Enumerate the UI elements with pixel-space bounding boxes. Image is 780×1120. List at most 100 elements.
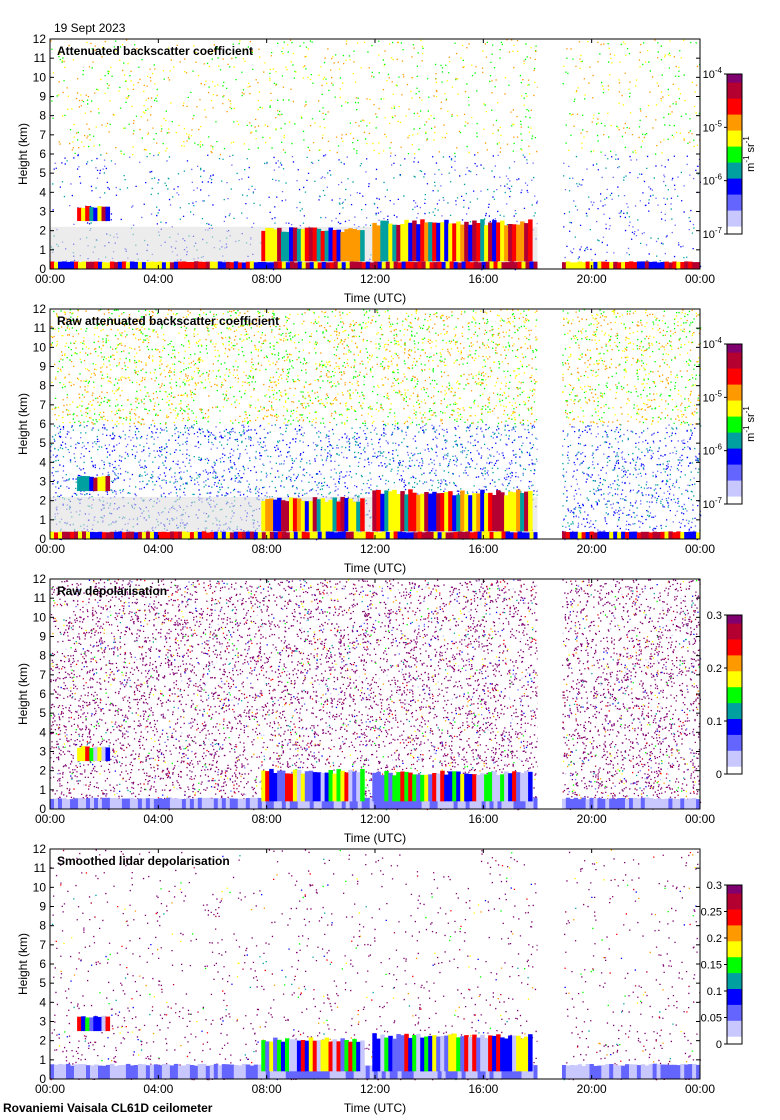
feature-surface-layer [357,1064,363,1079]
feature-surface-layer [601,1065,606,1079]
colorbar-step [727,496,742,500]
feature-surface-layer [361,1065,367,1079]
feature-cloud-2 [312,497,318,532]
feature-cloud-3 [484,225,489,262]
feature-cloud-2 [328,499,333,532]
colorbar-tick-label: 0.25 [701,907,722,919]
y-tick-label: 10 [33,70,47,84]
colorbar-step [727,893,742,897]
feature-surface-layer [261,1065,267,1079]
feature-cloud-3 [472,220,477,262]
feature-surface-layer [425,531,431,539]
feature-surface-layer [561,531,567,539]
feature-surface-layer [281,531,287,539]
feature-cloud-3 [520,221,525,262]
colorbar-step [727,373,742,377]
y-tick-label: 4 [39,995,46,1009]
feature-surface-layer [301,1064,307,1079]
colorbar-step [727,715,742,719]
colorbar-step [727,691,742,696]
x-tick-label: 00:00 [35,812,65,826]
x-tick-label: 20:00 [577,272,607,286]
colorbar-step [727,111,742,115]
feature-surface-layer [652,1063,657,1079]
colorbar-step [727,416,742,420]
feature-surface-layer [625,261,630,269]
feature-surface-layer [165,1064,171,1079]
feature-surface-layer [597,1065,602,1079]
feature-surface-layer [621,262,626,269]
feature-cloud-1 [85,206,90,222]
colorbar-step [727,919,742,923]
feature-surface-layer [213,261,219,269]
feature-cloud-2 [300,1040,306,1072]
feature-surface-layer [465,1065,471,1079]
feature-cloud-2 [344,229,349,262]
colorbar-step [727,79,742,83]
feature-surface-layer [277,797,283,809]
feature-surface-layer [341,531,347,539]
x-tick-label: 08:00 [252,272,282,286]
feature-surface-layer [78,262,83,269]
colorbar-step [727,178,742,182]
feature-surface-layer [289,798,295,809]
feature-surface-layer [109,261,115,269]
colorbar-step [727,678,742,682]
feature-cloud-3 [492,495,497,532]
feature-surface-layer [70,799,75,809]
feature-cloud-3 [508,491,513,532]
x-axis-label: Time (UTC) [344,561,406,575]
colorbar-step [727,138,742,142]
feature-surface-layer [177,1065,183,1079]
feature-surface-layer [305,532,311,539]
feature-surface-layer [197,531,203,539]
feature-cloud-3 [400,224,405,262]
date-label: 19 Sept 2023 [54,21,126,35]
feature-cloud-2 [289,227,294,262]
feature-surface-layer [293,531,299,539]
feature-surface-layer [485,1065,491,1079]
y-tick-label: 0 [39,532,46,546]
feature-cloud-2 [328,770,333,802]
colorbar-step [727,646,742,651]
colorbar-step [727,956,742,960]
colorbar-step [727,729,742,733]
feature-cloud-2 [281,1041,286,1072]
feature-surface-layer [209,261,215,269]
y-tick-label: 3 [39,1015,46,1029]
feature-cloud-3 [372,772,377,802]
feature-cloud-3 [516,772,521,802]
noise-dots [50,852,692,1081]
feature-surface-layer [317,531,323,539]
feature-cloud-2 [265,227,270,262]
feature-surface-layer [684,532,689,539]
feature-surface-layer [613,261,618,269]
colorbar-step [727,723,742,727]
colorbar-step [727,1028,742,1032]
colorbar-step [727,713,742,717]
colorbar-step [727,175,742,179]
feature-surface-layer [233,798,239,809]
colorbar-step [727,210,742,214]
y-tick-label: 11 [34,591,47,605]
colorbar-step [727,392,742,396]
colorbar-step [727,474,742,478]
colorbar-step [727,1041,742,1045]
colorbar-step [727,755,742,759]
feature-cloud-3 [496,774,501,802]
colorbar-step [727,172,742,176]
colorbar-step [727,114,742,118]
feature-surface-layer [269,1065,275,1079]
feature-surface-layer [177,261,183,269]
colorbar-step [727,760,742,765]
feature-cloud-3 [428,493,433,532]
feature-surface-layer [193,531,199,539]
feature-surface-layer [157,531,163,539]
colorbar-step [727,620,742,624]
colorbar-step [727,742,742,746]
feature-surface-layer [692,798,697,809]
x-tick-label: 20:00 [577,812,607,826]
feature-cloud-2 [320,772,326,802]
x-tick-label: 20:00 [577,542,607,556]
